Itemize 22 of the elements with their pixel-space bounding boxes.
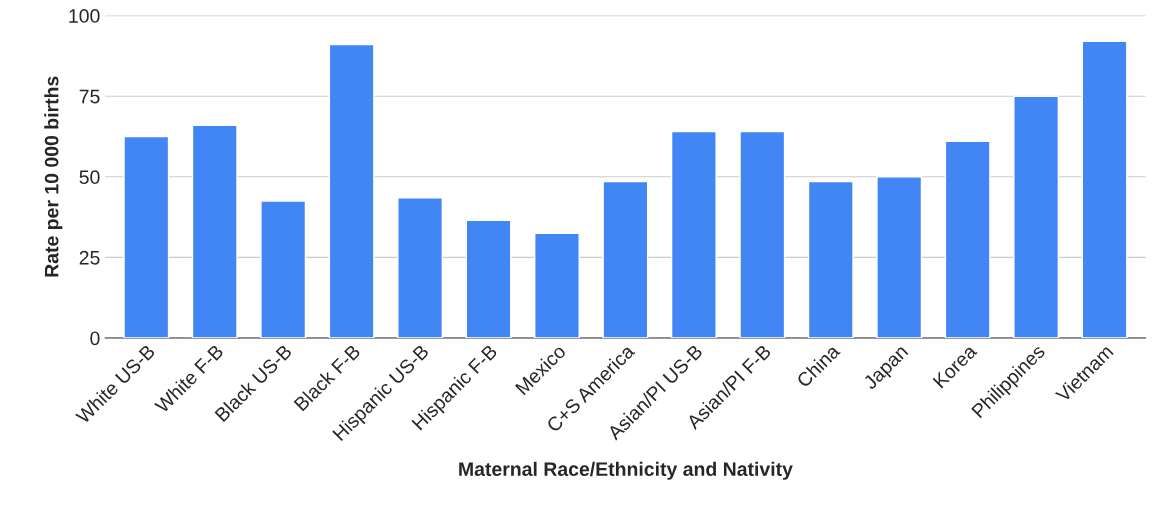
bar (807, 180, 854, 338)
y-tick-label: 25 (79, 250, 100, 265)
bar (397, 197, 444, 338)
bar (876, 176, 923, 338)
y-tick-label: 50 (79, 170, 100, 185)
bar (670, 130, 717, 338)
bar (123, 135, 170, 338)
bar (328, 43, 375, 338)
bar (944, 140, 991, 338)
bar (260, 200, 307, 338)
bar (1013, 95, 1060, 338)
y-tick-label: 75 (79, 89, 100, 104)
y-tick-label: 0 (90, 331, 100, 346)
y-axis-title: Rate per 10 000 births (44, 76, 63, 277)
bar (191, 124, 238, 338)
bar (739, 130, 786, 338)
x-axis-title: Maternal Race/Ethnicity and Nativity (459, 461, 793, 480)
bar (534, 232, 580, 338)
y-tick-label: 100 (69, 9, 100, 23)
bar (465, 219, 512, 338)
bar (602, 180, 649, 338)
bar (1081, 40, 1128, 338)
